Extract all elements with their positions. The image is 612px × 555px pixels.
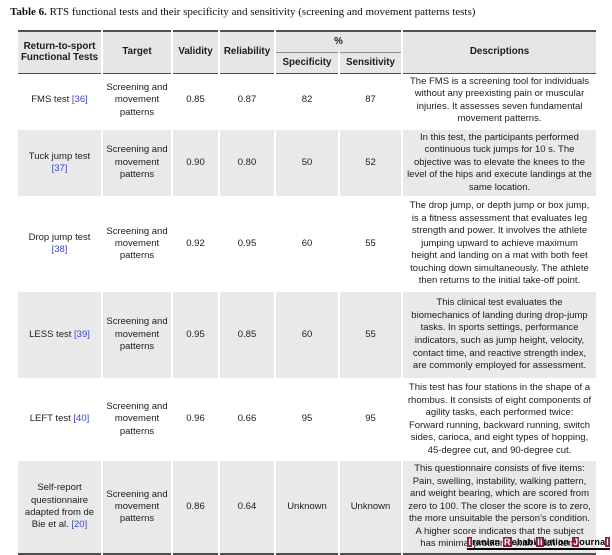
specificity-cell: 60 [274,197,339,291]
test-name-cell: LEFT test [40] [18,379,102,461]
journal-wordmark-segment: l [605,537,610,547]
journal-wordmark-segment: ranian [472,537,504,547]
table-caption-text: RTS functional tests and their specifici… [46,6,476,18]
test-name: Tuck jump test [28,150,91,162]
header-descriptions: Descriptions [401,31,596,73]
rts-functional-tests-table: Return-to-sport Functional Tests Target … [18,30,596,555]
journal-wordmark-segment: ehabi [511,537,537,547]
table-row-less: LESS test [39] Screening and movement pa… [18,291,596,379]
citation-link[interactable]: [40] [73,413,90,425]
reliability-cell: 0.95 [218,197,275,291]
journal-wordmark-segment: I [467,537,473,547]
citation-link[interactable]: [20] [71,519,88,531]
test-name-cell: Self-report questionnaire adapted from d… [18,460,102,554]
test-name: Drop jump test [28,231,91,243]
validity-cell: 0.92 [171,197,219,291]
sensitivity-cell: 95 [338,379,402,461]
table-header: Return-to-sport Functional Tests Target … [18,31,596,73]
description-cell: In this test, the participants performed… [401,128,596,198]
journal-wordmark-segment: tation [543,537,573,547]
test-name-cell: Drop jump test [38] [18,197,102,291]
header-test: Return-to-sport Functional Tests [18,31,102,73]
specificity-cell: 60 [274,291,339,379]
target-cell: Screening and movement patterns [101,460,172,554]
sensitivity-cell: 87 [338,73,402,129]
test-name: LEFT test [29,413,71,425]
test-name: LESS test [29,328,72,340]
citation-link[interactable]: [37] [51,162,68,174]
journal-wordmark: Iranian Rehabilitation Journal [467,537,610,550]
reliability-cell: 0.85 [218,291,275,379]
validity-cell: 0.86 [171,460,219,554]
table-row-drop-jump: Drop jump test [38] Screening and moveme… [18,197,596,291]
journal-wordmark-segment: J [572,537,580,547]
validity-cell: 0.95 [171,291,219,379]
description-cell: The drop jump, or depth jump or box jump… [401,197,596,291]
table-caption: Table 6. RTS functional tests and their … [10,6,602,20]
header-target: Target [101,31,172,73]
target-cell: Screening and movement patterns [101,128,172,198]
sensitivity-cell: 52 [338,128,402,198]
test-name-cell: Tuck jump test [37] [18,128,102,198]
table-row-tuck-jump: Tuck jump test [37] Screening and moveme… [18,128,596,198]
test-name-cell: LESS test [39] [18,291,102,379]
description-cell: The FMS is a screening tool for individu… [401,73,596,129]
target-cell: Screening and movement patterns [101,291,172,379]
reliability-cell: 0.80 [218,128,275,198]
target-cell: Screening and movement patterns [101,197,172,291]
citation-link[interactable]: [36] [71,94,88,106]
specificity-cell: 95 [274,379,339,461]
table-caption-label: Table 6. [10,6,47,18]
test-name-cell: FMS test [36] [18,73,102,129]
validity-cell: 0.90 [171,128,219,198]
sensitivity-cell: 55 [338,197,402,291]
header-validity: Validity [171,31,219,73]
table-row-fms: FMS test [36] Screening and movement pat… [18,73,596,129]
validity-cell: 0.96 [171,379,219,461]
journal-wordmark-segment: ourna [579,537,606,547]
reliability-cell: 0.64 [218,460,275,554]
citation-link[interactable]: [39] [74,328,90,340]
header-reliability: Reliability [218,31,275,73]
description-cell: This test has four stations in the shape… [401,379,596,461]
reliability-cell: 0.87 [218,73,275,129]
description-cell: This questionnaire consists of five item… [401,460,596,554]
table-row-left: LEFT test [40] Screening and movement pa… [18,379,596,461]
test-name: FMS test [31,94,70,106]
sensitivity-cell: Unknown [338,460,402,554]
header-percent-group: % [274,31,402,53]
citation-link[interactable]: [38] [51,244,68,256]
table-row-self-report: Self-report questionnaire adapted from d… [18,460,596,554]
reliability-cell: 0.66 [218,379,275,461]
specificity-cell: 82 [274,73,339,129]
specificity-cell: Unknown [274,460,339,554]
journal-wordmark-segment: li [536,537,544,547]
target-cell: Screening and movement patterns [101,73,172,129]
target-cell: Screening and movement patterns [101,379,172,461]
sensitivity-cell: 55 [338,291,402,379]
description-cell: This clinical test evaluates the biomech… [401,291,596,379]
journal-wordmark-segment: R [503,537,512,547]
header-sensitivity: Sensitivity [338,52,402,73]
specificity-cell: 50 [274,128,339,198]
header-specificity: Specificity [274,52,339,73]
test-name: Self-report questionnaire adapted from d… [24,482,95,531]
validity-cell: 0.85 [171,73,219,129]
